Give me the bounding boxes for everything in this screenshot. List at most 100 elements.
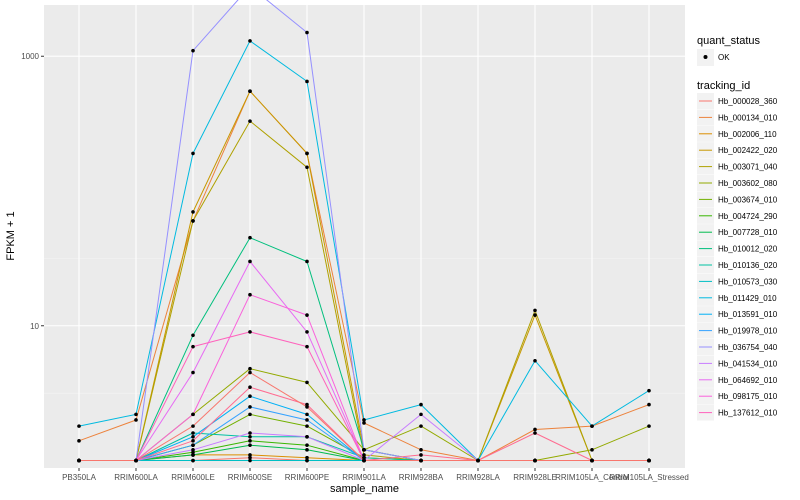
legend-color-label: Hb_003674_010 [718,195,778,204]
x-tick-label: RRIM600LE [171,473,215,482]
legend-color-label: Hb_003071_040 [718,163,778,172]
legend-color-label: Hb_010012_020 [718,245,778,254]
data-point [77,459,81,463]
data-point [362,448,366,452]
data-point [248,439,252,443]
data-point [362,418,366,422]
data-point [248,330,252,334]
data-point [533,313,537,317]
data-point [533,309,537,313]
x-tick-label: PB350LA [62,473,96,482]
data-point [590,448,594,452]
data-point [191,448,195,452]
legend-color-label: Hb_137612_010 [718,409,778,418]
data-point [533,459,537,463]
x-tick-label: RRIM600PE [285,473,329,482]
y-axis-title: FPKM + 1 [5,211,17,260]
legend-color-label: Hb_002422_020 [718,146,778,155]
chart: 101000 PB350LA RRIM600LA RRIM600LE RRIM600S… [0,0,800,500]
data-point [77,424,81,428]
data-point [191,443,195,447]
data-point [590,424,594,428]
data-point [191,459,195,463]
data-point [248,443,252,447]
legend-color-label: Hb_019978_010 [718,327,778,336]
data-point [248,371,252,375]
data-point [305,152,309,156]
data-point [248,435,252,439]
data-point [305,165,309,169]
data-point [647,424,651,428]
legend-color-label: Hb_041534_010 [718,359,778,368]
data-point [533,428,537,432]
legend: quant_status OK tracking_id Hb_000028_36… [697,35,778,421]
data-point [647,403,651,407]
data-point [419,424,423,428]
data-point [191,333,195,337]
data-point [191,219,195,223]
data-point [305,448,309,452]
legend-color-label: Hb_036754_040 [718,343,778,352]
data-point [305,381,309,385]
legend-shape-label: OK [718,53,730,62]
data-point [248,89,252,93]
legend-shape-key [704,55,708,59]
x-tick-label: RRIM928LE [513,473,557,482]
data-point [248,459,252,463]
data-point [134,418,138,422]
data-point [191,413,195,417]
data-point [305,405,309,409]
x-tick-label: RRIM105LA_Stressed [609,473,689,482]
data-point [134,459,138,463]
data-point [191,453,195,457]
data-point [419,448,423,452]
legend-shape-items: OK [697,49,730,66]
data-point [362,459,366,463]
y-tick-label: 10 [30,322,39,331]
data-point [419,453,423,457]
data-point [191,435,195,439]
data-point [191,152,195,156]
data-point [248,260,252,264]
data-point [305,330,309,334]
legend-shape-title: quant_status [697,35,760,47]
legend-color-label: Hb_098175_010 [718,392,778,401]
legend-color-label: Hb_007728_010 [718,228,778,237]
legend-color-label: Hb_002006_110 [718,130,777,139]
data-point [191,424,195,428]
data-point [305,345,309,349]
legend-color-label: Hb_003602_080 [718,179,778,188]
data-point [248,119,252,123]
data-point [305,443,309,447]
data-point [134,413,138,417]
data-point [305,313,309,317]
data-point [305,413,309,417]
data-point [533,359,537,363]
legend-color-label: Hb_010573_030 [718,277,778,286]
data-point [191,49,195,53]
legend-color-items: Hb_000028_360 Hb_000134_010 Hb_002006_110 H… [697,93,778,421]
data-point [248,453,252,457]
data-point [590,459,594,463]
data-point [305,424,309,428]
data-point [248,431,252,435]
legend-color-label: Hb_013591_010 [718,310,778,319]
x-tick-label: RRIM600SE [228,473,272,482]
data-point [419,413,423,417]
data-point [533,431,537,435]
legend-color-title: tracking_id [697,80,750,92]
data-point [191,439,195,443]
data-point [305,31,309,35]
x-tick-label: RRIM928LA [456,473,500,482]
x-axis-title: sample_name [330,483,399,495]
data-point [248,236,252,240]
x-tick-label: RRIM928BA [399,473,444,482]
data-point [248,39,252,43]
data-point [77,439,81,443]
data-point [191,210,195,214]
data-point [191,345,195,349]
legend-color-label: Hb_010136_020 [718,261,778,270]
legend-color-label: Hb_004724_290 [718,212,778,221]
data-point [476,459,480,463]
data-point [248,394,252,398]
